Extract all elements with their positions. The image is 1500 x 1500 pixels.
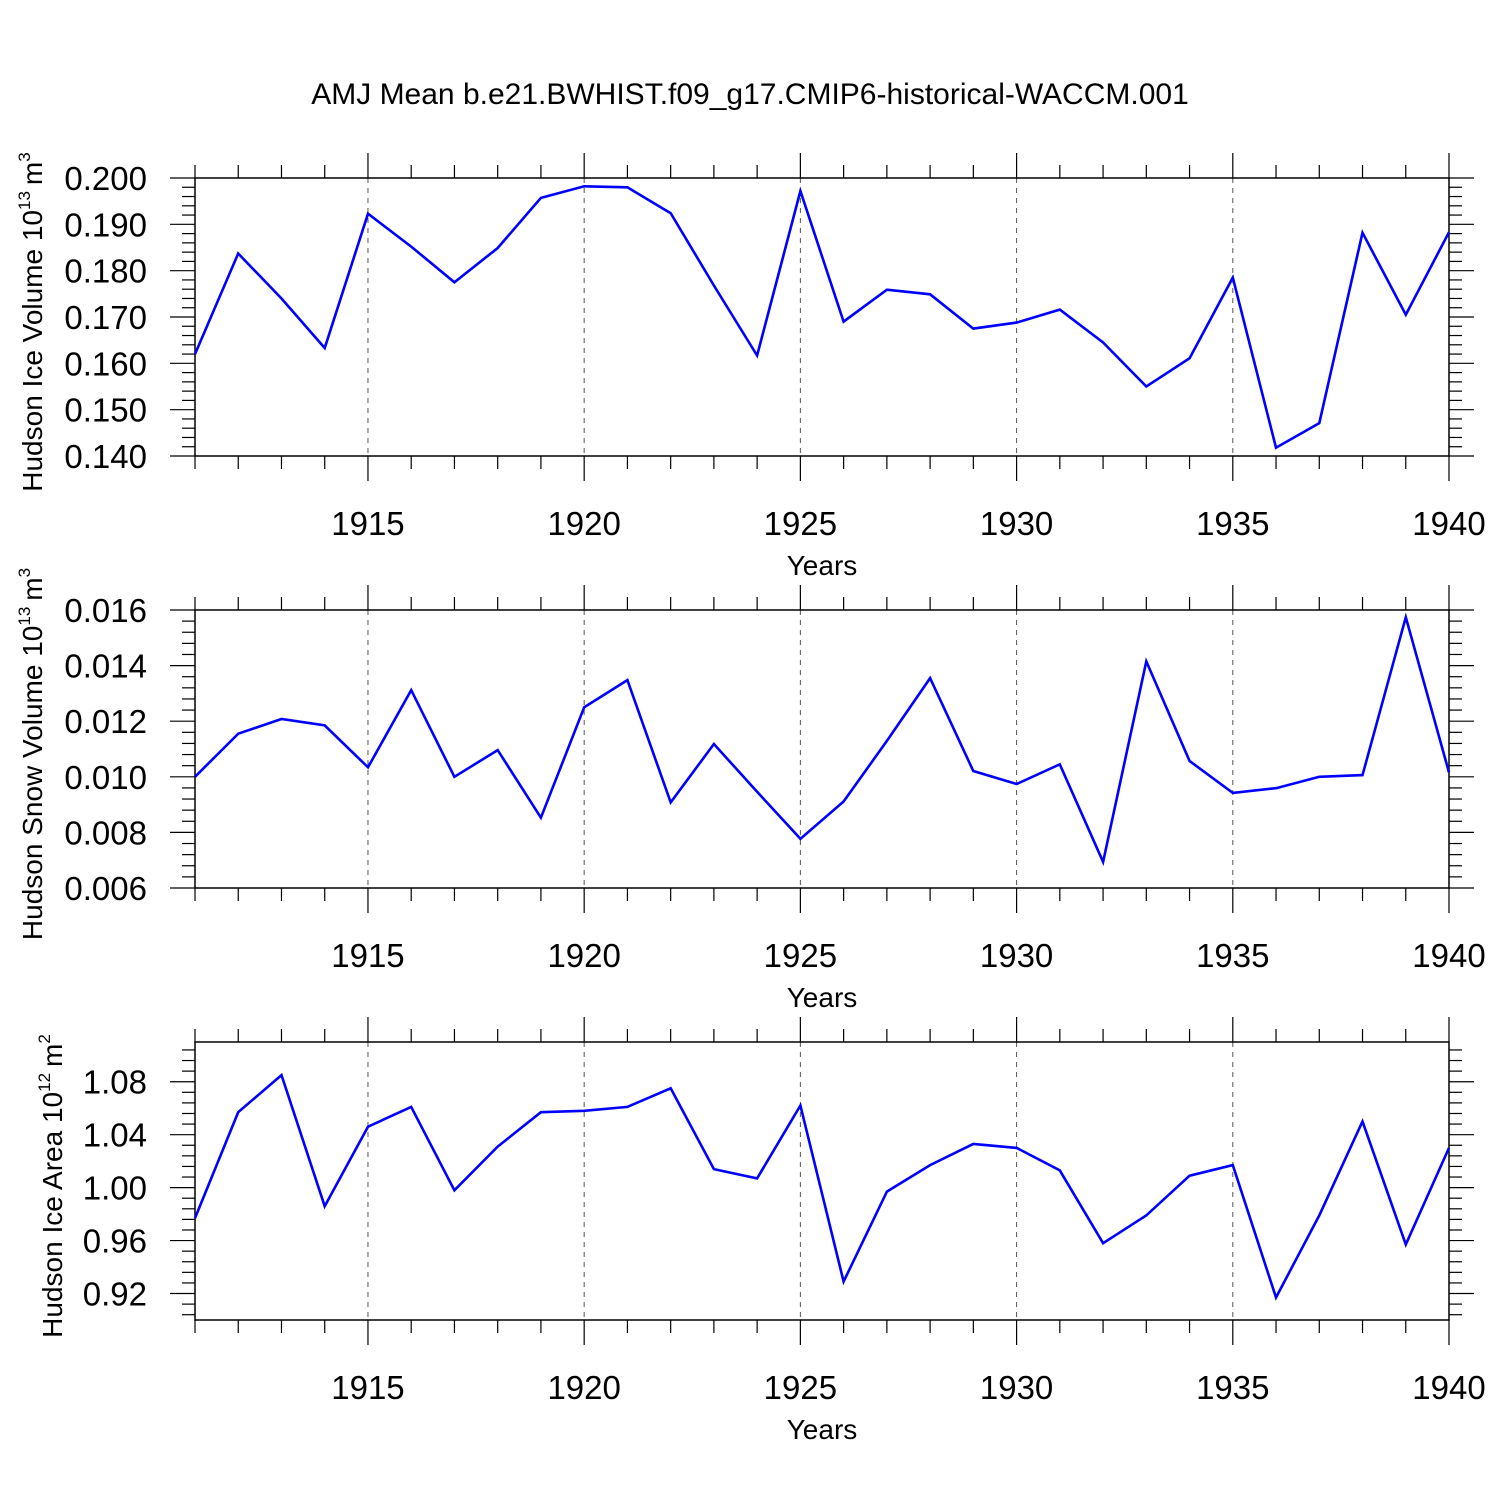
series-line [194, 612, 1451, 867]
y-axis-label-exponent: 13 [15, 607, 34, 626]
y-axis-label-unit: m [17, 162, 48, 185]
y-axis-label-unit: m [37, 1044, 68, 1067]
x-tick-label: 1935 [1196, 1369, 1269, 1406]
y-axis-label-unit-exponent: 3 [15, 152, 34, 161]
x-axis-label: Years [787, 550, 858, 581]
y-axis-label: Hudson Ice Volume 1013 m3 [15, 152, 48, 491]
x-tick-label: 1930 [980, 505, 1053, 542]
x-tick-label: 1940 [1412, 505, 1485, 542]
x-tick-label: 1925 [764, 505, 837, 542]
y-tick-label: 0.006 [64, 870, 147, 907]
y-tick-label: 0.170 [64, 299, 147, 336]
x-tick-label: 1920 [547, 937, 620, 974]
x-tick-label: 1925 [764, 1369, 837, 1406]
y-tick-label: 1.08 [83, 1064, 147, 1101]
y-axis-label-text: Hudson Ice Volume 10 [17, 210, 48, 492]
y-tick-label: 0.150 [64, 392, 147, 429]
y-tick-label: 0.012 [64, 703, 147, 740]
plot-frame [194, 1041, 1450, 1321]
y-tick-label: 0.010 [64, 759, 147, 796]
y-tick-label: 0.200 [64, 160, 147, 197]
y-tick-label: 0.190 [64, 206, 147, 243]
series-line [193, 1072, 1451, 1301]
y-tick-label: 0.140 [64, 438, 147, 475]
x-axis-label: Years [787, 1414, 858, 1445]
x-tick-label: 1915 [331, 1369, 404, 1406]
x-tick-label: 1935 [1196, 505, 1269, 542]
x-tick-label: 1915 [331, 937, 404, 974]
y-axis-label: Hudson Snow Volume 1013 m3 [15, 568, 48, 940]
y-tick-label: 0.014 [64, 648, 147, 685]
y-axis-label-unit-exponent: 2 [35, 1034, 54, 1043]
y-tick-label: 0.92 [83, 1276, 147, 1313]
y-tick-label: 0.008 [64, 814, 147, 851]
y-tick-label: 1.04 [83, 1117, 147, 1154]
series-line [193, 184, 1451, 450]
y-axis-label-text: Hudson Snow Volume 10 [17, 626, 48, 940]
plot-frame [194, 177, 1450, 457]
x-tick-label: 1930 [980, 1369, 1053, 1406]
panel-2: 0.006 0.008 0.010 0.012 0.014 0.016 1915 1920 19… [15, 568, 1486, 1013]
x-tick-label: 1935 [1196, 937, 1269, 974]
y-tick-label: 0.96 [83, 1223, 147, 1260]
x-tick-label: 1920 [547, 1369, 620, 1406]
y-tick-label: 0.016 [64, 592, 147, 629]
panel-3: 0.92 0.96 1.00 1.04 1.08 1915 1920 1925 1930 1935… [35, 1017, 1486, 1445]
y-tick-label: 1.00 [83, 1170, 147, 1207]
y-tick-label: 0.160 [64, 345, 147, 382]
x-tick-label: 1925 [764, 937, 837, 974]
plot-frame [194, 609, 1450, 889]
y-axis-label-unit: m [17, 577, 48, 600]
x-tick-label: 1920 [547, 505, 620, 542]
x-axis-label: Years [787, 982, 858, 1013]
y-axis-label-text: Hudson Ice Area 10 [37, 1092, 68, 1338]
x-tick-label: 1930 [980, 937, 1053, 974]
x-tick-label: 1940 [1412, 1369, 1485, 1406]
y-axis-label-exponent: 12 [35, 1073, 54, 1092]
x-tick-label: 1940 [1412, 937, 1485, 974]
y-axis-label-unit-exponent: 3 [15, 568, 34, 577]
panel-1: 0.140 0.150 0.160 0.170 0.180 0.190 0.200 1915 1… [15, 152, 1486, 581]
x-tick-label: 1915 [331, 505, 404, 542]
chart-title: AMJ Mean b.e21.BWHIST.f09_g17.CMIP6-hist… [311, 78, 1189, 111]
y-tick-label: 0.180 [64, 253, 147, 290]
y-axis-label-exponent: 13 [15, 191, 34, 210]
y-axis-label: Hudson Ice Area 1012 m2 [35, 1034, 68, 1338]
